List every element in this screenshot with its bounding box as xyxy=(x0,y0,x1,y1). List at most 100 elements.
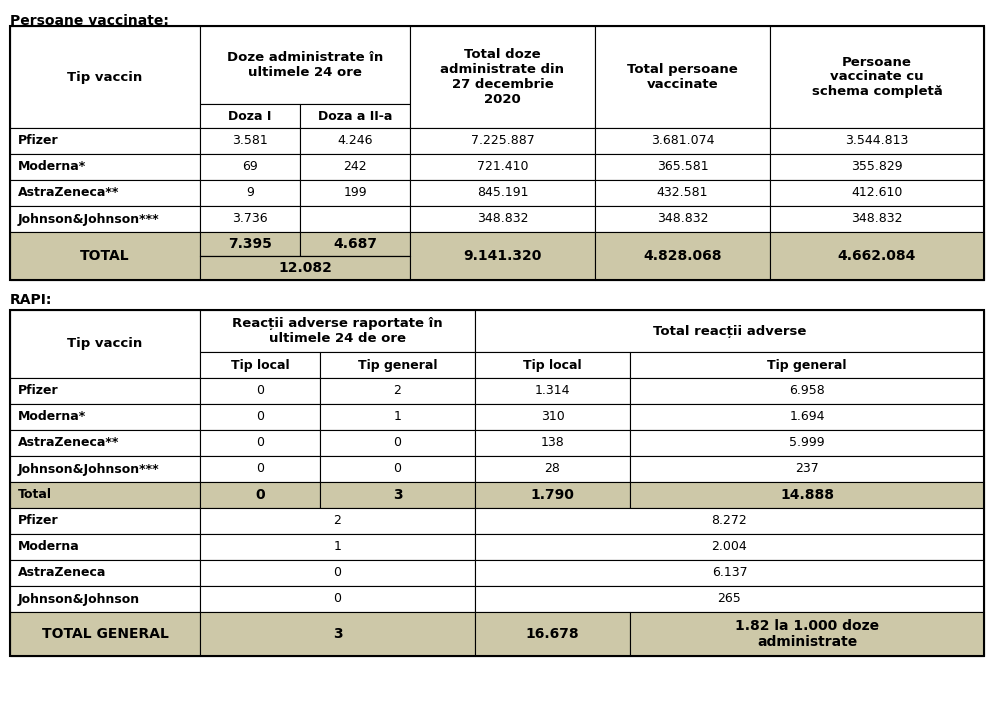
Text: TOTAL: TOTAL xyxy=(81,249,130,263)
Text: AstraZeneca**: AstraZeneca** xyxy=(18,437,119,450)
Text: 0: 0 xyxy=(334,566,342,579)
Bar xyxy=(770,232,984,280)
Text: 138: 138 xyxy=(541,437,565,450)
Text: 0: 0 xyxy=(334,593,342,606)
Text: 7.395: 7.395 xyxy=(228,237,272,251)
Text: 0: 0 xyxy=(256,384,264,397)
Bar xyxy=(770,26,984,128)
Text: 3: 3 xyxy=(393,488,403,502)
Text: Doze administrate în
ultimele 24 ore: Doze administrate în ultimele 24 ore xyxy=(227,51,383,79)
Text: 0: 0 xyxy=(255,488,264,502)
Text: Persoane
vaccinate cu
schema completă: Persoane vaccinate cu schema completă xyxy=(812,56,942,99)
Text: 3.544.813: 3.544.813 xyxy=(845,135,909,147)
Text: Johnson&Johnson: Johnson&Johnson xyxy=(18,593,140,606)
Bar xyxy=(10,232,200,280)
Bar xyxy=(320,456,475,482)
Bar xyxy=(630,378,984,404)
Text: 3: 3 xyxy=(333,627,342,641)
Text: 845.191: 845.191 xyxy=(477,186,528,200)
Bar xyxy=(200,456,320,482)
Bar xyxy=(410,206,595,232)
Text: Persoane vaccinate:: Persoane vaccinate: xyxy=(10,14,169,28)
Text: Pfizer: Pfizer xyxy=(18,515,59,528)
Bar xyxy=(200,256,410,280)
Bar xyxy=(300,154,410,180)
Bar xyxy=(595,180,770,206)
Text: 28: 28 xyxy=(545,463,561,475)
Bar xyxy=(410,154,595,180)
Bar xyxy=(475,534,984,560)
Text: Moderna*: Moderna* xyxy=(18,410,86,423)
Bar xyxy=(475,456,630,482)
Text: 237: 237 xyxy=(795,463,819,475)
Text: 1: 1 xyxy=(334,541,341,553)
Text: 1: 1 xyxy=(394,410,402,423)
Text: 0: 0 xyxy=(256,463,264,475)
Bar xyxy=(475,430,630,456)
Text: Total: Total xyxy=(18,488,52,501)
Bar xyxy=(10,586,200,612)
Text: 199: 199 xyxy=(343,186,367,200)
Text: 0: 0 xyxy=(256,410,264,423)
Bar xyxy=(200,534,475,560)
Text: Tip general: Tip general xyxy=(767,359,847,372)
Text: 0: 0 xyxy=(256,437,264,450)
Text: 3.681.074: 3.681.074 xyxy=(651,135,715,147)
Bar xyxy=(10,26,200,128)
Bar xyxy=(200,378,320,404)
Bar xyxy=(770,206,984,232)
Text: Pfizer: Pfizer xyxy=(18,135,59,147)
Bar xyxy=(410,26,595,128)
Bar xyxy=(10,26,984,280)
Text: 2.004: 2.004 xyxy=(712,541,747,553)
Bar xyxy=(475,612,630,656)
Text: 3.736: 3.736 xyxy=(233,213,267,226)
Text: 355.829: 355.829 xyxy=(851,160,903,173)
Text: 9: 9 xyxy=(247,186,253,200)
Bar xyxy=(770,154,984,180)
Text: Pfizer: Pfizer xyxy=(18,384,59,397)
Bar xyxy=(630,352,984,378)
Bar xyxy=(10,534,200,560)
Text: 1.790: 1.790 xyxy=(531,488,575,502)
Bar xyxy=(200,430,320,456)
Bar xyxy=(475,482,630,508)
Text: Reacții adverse raportate în
ultimele 24 de ore: Reacții adverse raportate în ultimele 24… xyxy=(233,317,442,345)
Bar xyxy=(475,378,630,404)
Bar xyxy=(300,232,410,256)
Bar xyxy=(320,404,475,430)
Bar xyxy=(595,232,770,280)
Text: Moderna*: Moderna* xyxy=(18,160,86,173)
Text: 412.610: 412.610 xyxy=(851,186,903,200)
Bar xyxy=(200,104,300,128)
Bar xyxy=(10,180,200,206)
Text: 4.662.084: 4.662.084 xyxy=(838,249,916,263)
Text: Moderna: Moderna xyxy=(18,541,80,553)
Text: RAPI:: RAPI: xyxy=(10,293,53,307)
Text: 6.958: 6.958 xyxy=(789,384,825,397)
Text: 4.246: 4.246 xyxy=(337,135,373,147)
Bar xyxy=(10,430,200,456)
Text: 5.999: 5.999 xyxy=(789,437,825,450)
Text: Johnson&Johnson***: Johnson&Johnson*** xyxy=(18,463,160,475)
Bar xyxy=(200,310,475,352)
Text: Total reacții adverse: Total reacții adverse xyxy=(653,324,806,337)
Bar xyxy=(10,128,200,154)
Text: 4.828.068: 4.828.068 xyxy=(643,249,722,263)
Bar xyxy=(300,180,410,206)
Text: AstraZeneca: AstraZeneca xyxy=(18,566,106,579)
Bar xyxy=(200,586,475,612)
Text: 14.888: 14.888 xyxy=(780,488,834,502)
Bar xyxy=(300,206,410,232)
Bar xyxy=(10,456,200,482)
Bar xyxy=(475,352,630,378)
Bar xyxy=(10,310,984,656)
Bar xyxy=(475,560,984,586)
Text: Total doze
administrate din
27 decembrie
2020: Total doze administrate din 27 decembrie… xyxy=(440,48,565,106)
Bar xyxy=(595,206,770,232)
Bar xyxy=(10,560,200,586)
Bar xyxy=(770,180,984,206)
Text: 0: 0 xyxy=(394,463,402,475)
Bar xyxy=(10,508,200,534)
Bar xyxy=(770,128,984,154)
